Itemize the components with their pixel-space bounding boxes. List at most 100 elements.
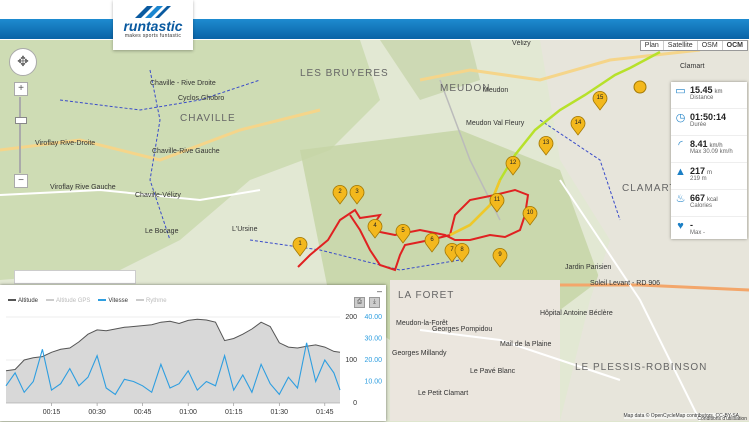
map-place-label: Chaville-Vélizy bbox=[135, 192, 181, 199]
chart-tools: ⎙ ⤓ bbox=[354, 297, 380, 308]
print-icon[interactable]: ⎙ bbox=[354, 297, 365, 308]
y-right-tick-label: 30.00 bbox=[364, 336, 382, 343]
map-type-satellite[interactable]: Satellite bbox=[664, 41, 698, 50]
km-marker-label: 8 bbox=[460, 247, 464, 253]
clock-icon: ◷ bbox=[675, 112, 686, 124]
y-left-tick-label: 0 bbox=[353, 400, 357, 407]
map-place-label: Meudon Val Fleury bbox=[466, 120, 525, 127]
map-place-label: Viroflay Rive-Droite bbox=[35, 140, 96, 147]
y-right-tick-label: 40.00 bbox=[364, 314, 382, 321]
speed-line bbox=[5, 342, 341, 396]
km-marker[interactable]: 8 bbox=[454, 242, 470, 263]
km-marker-label: 5 bbox=[401, 228, 405, 234]
stat-value: 01:50:14 bbox=[690, 112, 727, 122]
stat-duration: ◷ 01:50:14 Durée bbox=[671, 109, 747, 136]
x-tick-label: 01:30 bbox=[271, 409, 289, 416]
brand-name: runtastic bbox=[123, 18, 183, 34]
map-canvas bbox=[0, 40, 749, 421]
km-marker[interactable]: 11 bbox=[489, 192, 505, 213]
map-place-label: Clamart bbox=[680, 63, 705, 70]
x-tick-label: 00:30 bbox=[88, 409, 106, 416]
runtastic-logo[interactable]: runtastic makes sports funtastic bbox=[113, 0, 193, 50]
map-place-label: Vélizy bbox=[512, 40, 531, 47]
km-marker[interactable]: 6 bbox=[424, 232, 440, 253]
zoom-control: + − bbox=[14, 82, 28, 188]
stat-label: Max 30.09 km/h bbox=[690, 149, 733, 155]
start-marker[interactable] bbox=[633, 80, 647, 94]
terms-link[interactable]: Conditions d'utilisation bbox=[697, 416, 747, 422]
stat-heart-rate: ♥ - Max - bbox=[671, 217, 747, 243]
stat-value: 217 bbox=[690, 166, 706, 176]
zoom-slider-handle[interactable] bbox=[15, 117, 27, 124]
heart-icon: ♥ bbox=[677, 220, 684, 232]
map-place-label: L'Ursine bbox=[232, 226, 258, 233]
map-place-label: Cyclos Ghobro bbox=[178, 95, 225, 102]
calories-icon: ♨ bbox=[675, 193, 686, 205]
legend-altitude-gps[interactable]: Altitude GPS bbox=[46, 298, 90, 304]
km-marker[interactable]: 9 bbox=[492, 247, 508, 268]
map-place-label: Viroflay Rive Gauche bbox=[50, 184, 116, 191]
speed-icon: ◜ bbox=[678, 139, 683, 151]
map-type-plan[interactable]: Plan bbox=[641, 41, 664, 50]
minimize-icon[interactable]: – bbox=[376, 286, 382, 296]
x-tick-label: 00:45 bbox=[134, 409, 152, 416]
altitude-line bbox=[5, 318, 341, 372]
stat-unit: km bbox=[714, 89, 723, 95]
legend-pace[interactable]: Rythme bbox=[135, 298, 167, 304]
zoom-in-button[interactable]: + bbox=[14, 82, 28, 96]
download-icon[interactable]: ⤓ bbox=[369, 297, 380, 308]
map-place-label: Hôpital Antoine Béclère bbox=[540, 310, 613, 317]
chart-plot: 200 100 0 40.00 30.00 20.00 10.00 00:15 00:30 00:… bbox=[5, 314, 382, 416]
x-tick-label: 01:00 bbox=[179, 409, 197, 416]
stat-value: - bbox=[690, 220, 693, 230]
x-tick-label: 01:45 bbox=[316, 409, 334, 416]
map-place-label: Georges Millandy bbox=[392, 350, 447, 357]
legend-altitude[interactable]: Altitude bbox=[8, 298, 38, 304]
map-search-input[interactable] bbox=[14, 270, 136, 284]
km-marker[interactable]: 3 bbox=[349, 184, 365, 205]
map-place-label: MEUDON bbox=[440, 83, 491, 94]
km-marker[interactable]: 14 bbox=[570, 115, 586, 136]
km-marker[interactable]: 13 bbox=[538, 135, 554, 156]
map-type-osm[interactable]: OSM bbox=[698, 41, 723, 50]
elevation-icon: ▲ bbox=[675, 166, 686, 178]
y-left-tick-label: 200 bbox=[345, 314, 357, 321]
altitude-area bbox=[6, 319, 340, 403]
pan-control[interactable]: ✥ bbox=[9, 48, 37, 76]
km-marker-label: 1 bbox=[298, 241, 302, 247]
km-marker[interactable]: 5 bbox=[395, 223, 411, 244]
chart-legend: Altitude Altitude GPS Vitesse Rythme bbox=[8, 298, 167, 304]
map-place-label: Chaville-Rive Gauche bbox=[152, 148, 220, 155]
stat-speed: ◜ 8.41 km/h Max 30.09 km/h bbox=[671, 136, 747, 163]
stat-calories: ♨ 667 kcal Calories bbox=[671, 190, 747, 217]
map-type-switcher: Plan Satellite OSM OCM bbox=[639, 40, 748, 51]
km-marker[interactable]: 1 bbox=[292, 236, 308, 257]
stat-unit: km/h bbox=[709, 143, 723, 149]
map-place-label: CHAVILLE bbox=[180, 113, 236, 124]
km-marker[interactable]: 12 bbox=[505, 155, 521, 176]
elevation-speed-chart: – Altitude Altitude GPS Vitesse Rythme ⎙… bbox=[0, 285, 386, 421]
km-marker[interactable]: 10 bbox=[522, 205, 538, 226]
km-marker-label: 13 bbox=[543, 140, 550, 146]
map-place-label: LE PLESSIS-ROBINSON bbox=[575, 362, 708, 373]
km-marker-label: 10 bbox=[527, 210, 534, 216]
legend-speed[interactable]: Vitesse bbox=[98, 298, 128, 304]
km-marker[interactable]: 2 bbox=[332, 184, 348, 205]
stat-label: 219 m bbox=[690, 176, 707, 182]
stat-distance: ▭ 15.45 km Distance bbox=[671, 82, 747, 109]
stat-label: Durée bbox=[690, 122, 707, 128]
y-left-tick-label: 100 bbox=[345, 357, 357, 364]
y-right-tick-label: 20.00 bbox=[364, 357, 382, 364]
km-marker-label: 4 bbox=[373, 223, 377, 229]
km-marker[interactable]: 4 bbox=[367, 218, 383, 239]
map-place-label: Le Petit Clamart bbox=[418, 390, 469, 397]
km-marker-label: 14 bbox=[575, 120, 582, 126]
map-type-ocm[interactable]: OCM bbox=[726, 42, 743, 49]
stat-label: Calories bbox=[690, 203, 713, 209]
km-marker-label: 6 bbox=[430, 237, 434, 243]
map-view[interactable]: LES BRUYERES MEUDON CHAVILLE CLAMART LA … bbox=[0, 40, 749, 421]
zoom-out-button[interactable]: − bbox=[14, 174, 28, 188]
km-marker[interactable]: 15 bbox=[592, 90, 608, 111]
zoom-slider-track[interactable] bbox=[19, 97, 21, 173]
